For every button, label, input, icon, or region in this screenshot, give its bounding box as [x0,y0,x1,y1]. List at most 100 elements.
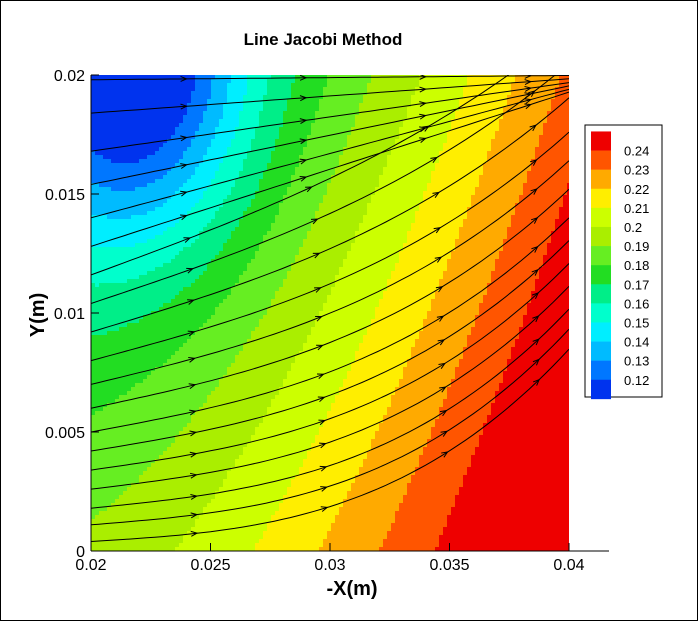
streamline-arrow [531,292,540,300]
legend-swatch [591,207,611,228]
streamline-arrow [315,316,323,322]
y-tick-label: 0.02 [54,68,85,85]
legend: 0.24 0.23 0.22 0.21 0.2 0.19 0.18 0.17 0.16 0.15 0… [584,124,663,400]
streamline [91,75,510,276]
streamline-arrow [299,158,308,165]
streamline [91,263,569,471]
legend-swatch [591,150,611,170]
streamline-arrow [316,344,324,351]
legend-label: 0.14 [624,335,649,350]
legend-swatch [591,169,611,190]
streamline-arrow [438,362,447,369]
streamline-arrow [430,156,438,164]
streamline-arrow [524,75,533,79]
streamline [91,160,569,385]
legend-swatch [591,341,611,361]
streamline-arrow [437,339,446,346]
streamline-arrow [524,92,533,99]
streamline-arrow [532,338,540,346]
streamline-arrow [305,186,313,193]
streamline-arrow [180,135,188,142]
legend-label: 0.22 [624,182,649,197]
streamline-arrow [180,76,188,82]
streamline-arrow [183,237,192,243]
streamline-arrow [528,90,536,97]
legend-label: 0.17 [624,277,649,292]
streamline-arrow [189,430,198,437]
legend-swatch [591,226,611,247]
streamline-arrow [435,286,444,293]
streamline-arrow [188,383,197,389]
streamline-arrow [299,138,308,145]
legend-swatch [591,379,611,400]
streamline-arrow [190,494,198,500]
streamline [91,131,569,362]
streamline-arrow [314,287,322,293]
streamline [91,82,569,152]
y-tick-label: 0.005 [45,425,85,442]
streamline-arrow [524,85,533,92]
x-tick-label: 0.03 [314,557,345,574]
streamline-arrow [190,512,199,519]
streamline-arrow [531,268,539,276]
legend-swatch [591,246,611,266]
chart-title: Line Jacobi Method [244,30,403,49]
legend-label: 0.21 [624,201,649,216]
streamline [91,348,569,542]
y-tick-label: 0.015 [45,187,85,204]
legend-swatch [591,322,611,342]
axes: 0.02 0.025 0.03 0.035 0.04 0 0.005 0.01 0.015 0.0… [45,68,609,574]
streamline-arrow [320,506,329,512]
streamline-arrow [419,86,427,93]
x-tick-label: 0.04 [553,557,584,574]
streamline [91,75,569,81]
streamline-arrow [524,79,533,85]
streamline-arrow [299,75,308,81]
streamline-arrow [419,101,427,107]
streamline-arrow [180,214,188,221]
streamline-arrow [529,124,537,132]
y-tick-label: 0 [76,544,85,561]
legend-label: 0.13 [624,354,649,369]
streamline [91,328,569,526]
streamline-arrow [439,409,448,417]
streamline [91,188,569,409]
streamline [91,75,556,304]
legend-swatch [591,188,611,209]
streamline-arrow [187,299,195,305]
streamline-arrow [436,315,445,322]
legend-swatch [591,265,611,285]
streamline-arrow [318,419,327,426]
streamline [91,285,569,490]
streamline-arrow [299,118,308,125]
streamline-arrow [312,252,321,259]
contour-field [91,75,569,551]
legend-label: 0.2 [624,220,642,235]
legend-label: 0.15 [624,315,649,330]
streamline-arrow [532,315,540,323]
streamline-arrow [531,245,539,253]
legend-label: 0.24 [624,144,649,159]
streamline-arrow [316,373,325,380]
x-tick-label: 0.02 [75,557,106,574]
streamline-arrow [432,191,441,198]
streamline-arrow [419,137,427,144]
x-tick-label: 0.025 [190,557,230,574]
streamline-arrow [310,218,319,225]
streamline-arrow [320,486,328,492]
streamline [91,85,569,185]
streamline-arrow [189,451,198,458]
streamline-arrow [190,530,199,537]
streamline-arrow [180,190,188,197]
streamline [91,217,569,433]
streamline-arrow [189,472,198,479]
streamlines [91,63,569,542]
streamline-arrow [180,163,188,169]
streamline-arrow [319,465,328,472]
legend-label: 0.12 [624,373,649,388]
streamline-arrow [186,267,194,274]
legend-swatch [591,360,611,381]
legend-label: 0.18 [624,258,649,273]
streamline-arrow [521,63,527,68]
streamline-arrow [532,358,540,366]
